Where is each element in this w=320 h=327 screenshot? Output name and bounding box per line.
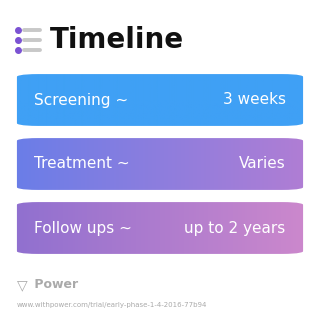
Text: Follow ups ~: Follow ups ~ — [35, 220, 132, 235]
Text: Screening ~: Screening ~ — [35, 93, 129, 108]
Text: www.withpower.com/trial/early-phase-1-4-2016-77b94: www.withpower.com/trial/early-phase-1-4-… — [17, 302, 207, 308]
Text: 3 weeks: 3 weeks — [223, 93, 285, 108]
Text: ▽: ▽ — [17, 278, 28, 292]
Text: Treatment ~: Treatment ~ — [35, 157, 130, 171]
Text: Timeline: Timeline — [50, 26, 184, 54]
Text: Varies: Varies — [239, 157, 285, 171]
Text: Power: Power — [30, 279, 78, 291]
Text: up to 2 years: up to 2 years — [184, 220, 285, 235]
